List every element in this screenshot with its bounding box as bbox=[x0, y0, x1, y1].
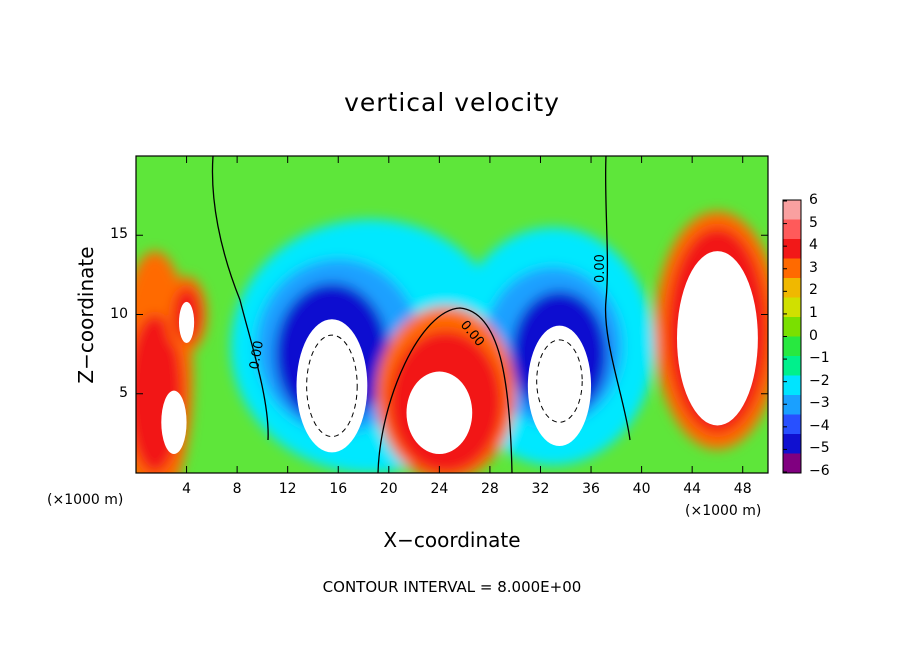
x-tick-label: 8 bbox=[232, 481, 242, 497]
x-tick-label: 40 bbox=[632, 481, 651, 497]
velocity-field bbox=[136, 156, 768, 473]
x-unit-label-right: (×1000 m) bbox=[685, 503, 762, 519]
colorbar-segment bbox=[783, 414, 801, 435]
colorbar-tick-label: 0 bbox=[809, 327, 818, 344]
x-axis-label: X−coordinate bbox=[383, 528, 521, 552]
colorbar bbox=[782, 199, 802, 474]
colorbar-segment bbox=[783, 356, 801, 376]
x-tick-label: 32 bbox=[531, 481, 550, 497]
colorbar-tick-label: −5 bbox=[809, 440, 830, 457]
colorbar-tick-label: 4 bbox=[809, 237, 818, 254]
colorbar-tick-label: −2 bbox=[809, 372, 830, 389]
colorbar-tick-label: −3 bbox=[809, 395, 830, 412]
x-tick-label: 20 bbox=[379, 481, 398, 497]
chart-title: vertical velocity bbox=[344, 88, 560, 117]
colorbar-segment bbox=[783, 219, 801, 240]
colorbar-segment bbox=[783, 258, 801, 279]
x-tick-label: 36 bbox=[582, 481, 600, 497]
x-tick-label: 44 bbox=[683, 481, 702, 497]
x-tick-label: 12 bbox=[278, 481, 297, 497]
contour-value-label: 0.00 bbox=[247, 340, 267, 371]
colorbar-tick-label: 3 bbox=[809, 259, 818, 276]
colorbar-segment bbox=[783, 453, 801, 474]
colorbar-segment bbox=[783, 336, 801, 357]
contour-interval-note: CONTOUR INTERVAL = 8.000E+00 bbox=[322, 578, 582, 596]
colorbar-tick-label: 6 bbox=[809, 192, 818, 208]
colorbar-tick-label: 2 bbox=[809, 282, 818, 299]
x-tick-label: 4 bbox=[182, 481, 192, 497]
colorbar-tick-label: 5 bbox=[809, 214, 818, 231]
x-tick-label: 16 bbox=[329, 481, 348, 497]
colorbar-segment bbox=[783, 278, 801, 298]
colorbar-tick-label: 1 bbox=[809, 304, 818, 321]
y-axis-label: Z−coordinate bbox=[74, 246, 98, 384]
colorbar-tick-label: −6 bbox=[809, 463, 830, 479]
y-tick-label: 5 bbox=[119, 384, 128, 401]
x-tick-label: 28 bbox=[480, 481, 499, 497]
colorbar-tick-label: −1 bbox=[809, 350, 830, 367]
x-tick-label: 24 bbox=[430, 481, 449, 497]
colorbar-segment bbox=[783, 395, 801, 415]
x-unit-label-left: (×1000 m) bbox=[47, 492, 124, 508]
colorbar-segment bbox=[783, 297, 801, 318]
y-tick-label: 15 bbox=[110, 226, 128, 243]
contour-value-label: 0.00 bbox=[593, 254, 608, 283]
colorbar-segment bbox=[783, 200, 801, 220]
colorbar-tick-label: −4 bbox=[809, 417, 830, 434]
colorbar-segment bbox=[783, 239, 801, 259]
y-tick-label: 10 bbox=[110, 305, 128, 322]
colorbar-segment bbox=[783, 434, 801, 454]
colorbar-segment bbox=[783, 375, 801, 396]
x-tick-label: 48 bbox=[733, 481, 752, 497]
colorbar-segment bbox=[783, 317, 801, 337]
